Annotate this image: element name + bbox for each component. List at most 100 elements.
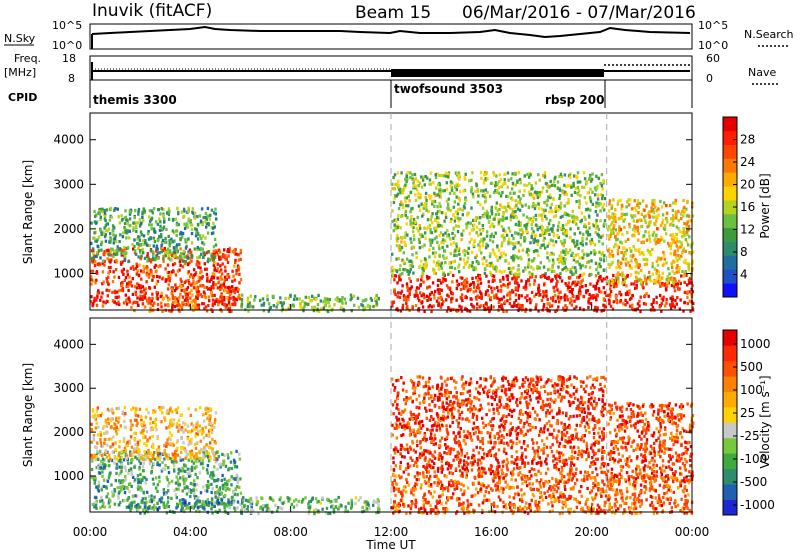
- data-cell: [671, 208, 674, 212]
- data-cell: [492, 235, 495, 239]
- data-cell: [565, 201, 568, 205]
- data-cell: [688, 299, 691, 303]
- data-cell: [499, 278, 502, 283]
- data-cell: [434, 194, 437, 198]
- data-cell: [213, 261, 216, 265]
- data-cell: [599, 193, 603, 197]
- data-cell: [118, 445, 121, 449]
- data-cell: [412, 185, 415, 189]
- data-cell: [430, 305, 433, 309]
- data-cell: [568, 290, 571, 294]
- data-cell: [401, 306, 404, 310]
- data-cell: [490, 286, 493, 290]
- data-cell: [563, 293, 567, 297]
- data-cell: [495, 190, 498, 194]
- data-cell: [427, 209, 430, 214]
- data-cell: [230, 475, 233, 479]
- data-cell: [524, 287, 527, 291]
- data-cell: [350, 309, 353, 313]
- data-cell: [555, 273, 559, 277]
- data-cell: [100, 499, 104, 503]
- data-cell: [585, 237, 588, 241]
- data-cell: [455, 224, 458, 228]
- data-cell: [497, 217, 500, 221]
- data-cell: [136, 237, 139, 241]
- data-cell: [530, 275, 534, 279]
- data-cell: [109, 471, 112, 475]
- data-cell: [554, 214, 557, 218]
- data-cell: [211, 258, 214, 262]
- data-cell: [168, 276, 172, 280]
- data-cell: [655, 219, 658, 223]
- data-cell: [109, 265, 112, 270]
- data-cell: [198, 456, 202, 460]
- data-cell: [232, 501, 235, 505]
- data-cell: [684, 258, 687, 262]
- data-cell: [682, 247, 685, 251]
- data-cell: [691, 284, 694, 288]
- data-cell: [438, 223, 442, 228]
- data-cell: [573, 307, 576, 311]
- data-cell: [512, 215, 515, 219]
- data-cell: [95, 251, 99, 255]
- data-cell: [675, 237, 678, 241]
- data-cell: [661, 213, 665, 217]
- data-cell: [438, 288, 441, 292]
- data-cell: [527, 258, 531, 262]
- data-cell: [544, 272, 547, 276]
- data-cell: [196, 285, 200, 289]
- data-cell: [651, 233, 655, 237]
- data-cell: [625, 248, 628, 252]
- data-cell: [149, 417, 152, 421]
- y-tick-label: 2000: [53, 222, 84, 236]
- data-cell: [437, 244, 441, 248]
- data-cell: [557, 224, 560, 228]
- data-cell: [215, 459, 218, 463]
- data-cell: [117, 453, 120, 458]
- data-cell: [214, 243, 218, 247]
- data-cell: [445, 199, 449, 203]
- data-cell: [132, 228, 135, 232]
- data-cell: [334, 297, 337, 302]
- data-cell: [690, 245, 693, 249]
- data-cell: [431, 212, 434, 216]
- data-cell: [143, 293, 146, 297]
- data-cell: [123, 278, 127, 282]
- data-cell: [568, 213, 571, 218]
- data-cell: [644, 230, 647, 234]
- data-cell: [663, 304, 667, 308]
- data-cell: [96, 414, 100, 418]
- data-cell: [616, 262, 620, 266]
- data-cell: [171, 456, 175, 460]
- data-cell: [409, 267, 412, 271]
- data-cell: [541, 218, 544, 222]
- data-cell: [191, 207, 195, 211]
- data-cell: [353, 303, 356, 307]
- data-cell: [120, 252, 123, 256]
- data-cell: [115, 471, 118, 475]
- data-cell: [395, 219, 398, 223]
- data-cell: [405, 306, 409, 310]
- data-cell: [449, 208, 452, 213]
- data-cell: [552, 252, 555, 256]
- data-cell: [408, 292, 411, 296]
- data-cell: [691, 214, 695, 218]
- data-cell: [557, 208, 560, 212]
- data-cell: [172, 270, 175, 274]
- data-cell: [235, 268, 238, 273]
- data-cell: [632, 219, 636, 223]
- data-cell: [189, 223, 193, 227]
- data-cell: [527, 253, 530, 257]
- data-cell: [147, 275, 151, 279]
- data-cell: [692, 301, 695, 305]
- data-cell: [213, 453, 216, 457]
- data-cell: [546, 244, 549, 248]
- data-cell: [191, 293, 194, 297]
- data-cell: [409, 191, 412, 195]
- data-cell: [160, 250, 164, 254]
- data-cell: [130, 422, 133, 426]
- data-cell: [94, 503, 98, 507]
- data-cell: [193, 483, 196, 487]
- data-cell: [372, 304, 375, 309]
- data-cell: [587, 305, 590, 310]
